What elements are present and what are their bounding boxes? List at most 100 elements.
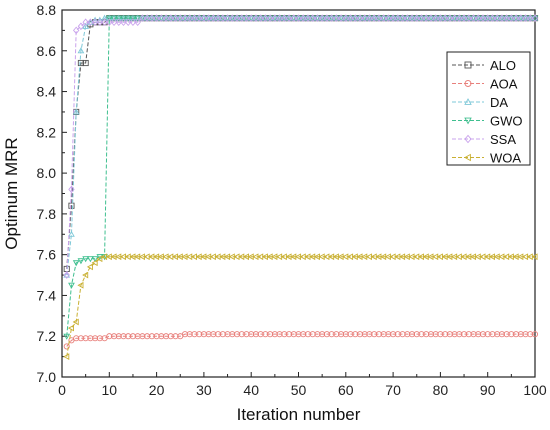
- data-point: [281, 331, 288, 338]
- data-point: [120, 333, 127, 340]
- data-point: [371, 331, 378, 338]
- data-point: [366, 331, 373, 338]
- data-point: [337, 14, 345, 22]
- data-point: [432, 331, 439, 338]
- data-point: [266, 14, 274, 22]
- data-point: [494, 331, 501, 338]
- data-point: [531, 15, 539, 22]
- data-point: [309, 331, 316, 338]
- data-point: [464, 153, 471, 162]
- data-point: [139, 15, 146, 22]
- data-point: [295, 14, 302, 22]
- series-ssa: [63, 14, 539, 279]
- data-point: [172, 333, 179, 340]
- data-point: [352, 14, 359, 22]
- x-tick-label: 100: [523, 382, 547, 398]
- data-point: [427, 331, 434, 338]
- data-point: [290, 14, 297, 22]
- data-point: [210, 14, 217, 22]
- y-tick-label: 7.0: [37, 369, 57, 385]
- data-point: [333, 14, 340, 22]
- data-point: [139, 333, 146, 340]
- data-point: [129, 18, 137, 27]
- data-point: [338, 331, 345, 338]
- data-point: [158, 14, 165, 22]
- data-point: [172, 14, 179, 22]
- data-point: [446, 14, 454, 22]
- data-point: [125, 18, 132, 27]
- data-point: [513, 331, 520, 338]
- data-point: [375, 331, 382, 338]
- y-tick-label: 7.8: [37, 206, 57, 222]
- data-point: [437, 331, 444, 338]
- data-point: [106, 333, 113, 340]
- data-point: [427, 14, 435, 22]
- data-point: [375, 14, 383, 22]
- data-point: [73, 335, 80, 342]
- data-point: [91, 256, 99, 263]
- data-point: [262, 331, 269, 338]
- data-point: [300, 331, 307, 338]
- series-woa: [63, 253, 538, 360]
- data-point: [91, 18, 99, 27]
- data-point: [328, 331, 335, 338]
- data-point: [229, 14, 236, 22]
- data-point: [323, 331, 330, 338]
- data-point: [465, 331, 472, 338]
- data-point: [134, 18, 141, 27]
- data-point: [423, 14, 430, 22]
- data-point: [134, 15, 142, 22]
- data-point: [82, 22, 90, 29]
- data-point: [77, 258, 85, 265]
- legend-label: DA: [490, 95, 508, 110]
- data-point: [68, 185, 75, 194]
- data-point: [408, 14, 416, 22]
- data-point: [281, 14, 288, 22]
- data-point: [110, 15, 118, 22]
- data-point: [153, 333, 160, 340]
- data-point: [158, 333, 165, 340]
- data-point: [394, 14, 402, 22]
- x-tick-label: 30: [196, 382, 212, 398]
- data-point: [464, 134, 472, 144]
- data-point: [115, 15, 123, 22]
- data-point: [451, 14, 458, 22]
- data-point: [181, 331, 189, 338]
- data-point: [233, 331, 241, 338]
- data-point: [77, 335, 84, 342]
- data-point: [347, 331, 354, 338]
- data-point: [72, 318, 79, 326]
- data-point: [295, 331, 302, 338]
- data-point: [527, 14, 534, 22]
- data-point: [63, 271, 71, 278]
- legend-item-da: DA: [452, 95, 508, 110]
- x-axis-title: Iteration number: [237, 405, 361, 424]
- data-point: [489, 14, 496, 22]
- data-point: [148, 14, 156, 22]
- data-point: [82, 271, 89, 279]
- data-point: [366, 14, 373, 22]
- data-point: [92, 335, 99, 342]
- data-point: [224, 331, 231, 338]
- data-point: [243, 14, 250, 22]
- data-point: [413, 331, 420, 338]
- data-point: [219, 331, 226, 338]
- data-point: [262, 14, 269, 22]
- data-point: [380, 331, 387, 338]
- data-point: [464, 80, 472, 87]
- data-point: [408, 331, 416, 338]
- data-point: [252, 14, 260, 22]
- data-point: [385, 14, 392, 22]
- data-point: [503, 14, 510, 22]
- x-tick-label: 10: [102, 382, 118, 398]
- data-point: [399, 14, 406, 22]
- data-point: [267, 331, 274, 338]
- data-point: [162, 14, 170, 22]
- data-point: [72, 260, 80, 267]
- data-point: [456, 14, 463, 22]
- legend-label: ALO: [490, 58, 516, 73]
- data-point: [82, 18, 89, 27]
- legend-item-woa: WOA: [452, 151, 521, 166]
- data-point: [125, 333, 132, 340]
- data-point: [96, 255, 103, 263]
